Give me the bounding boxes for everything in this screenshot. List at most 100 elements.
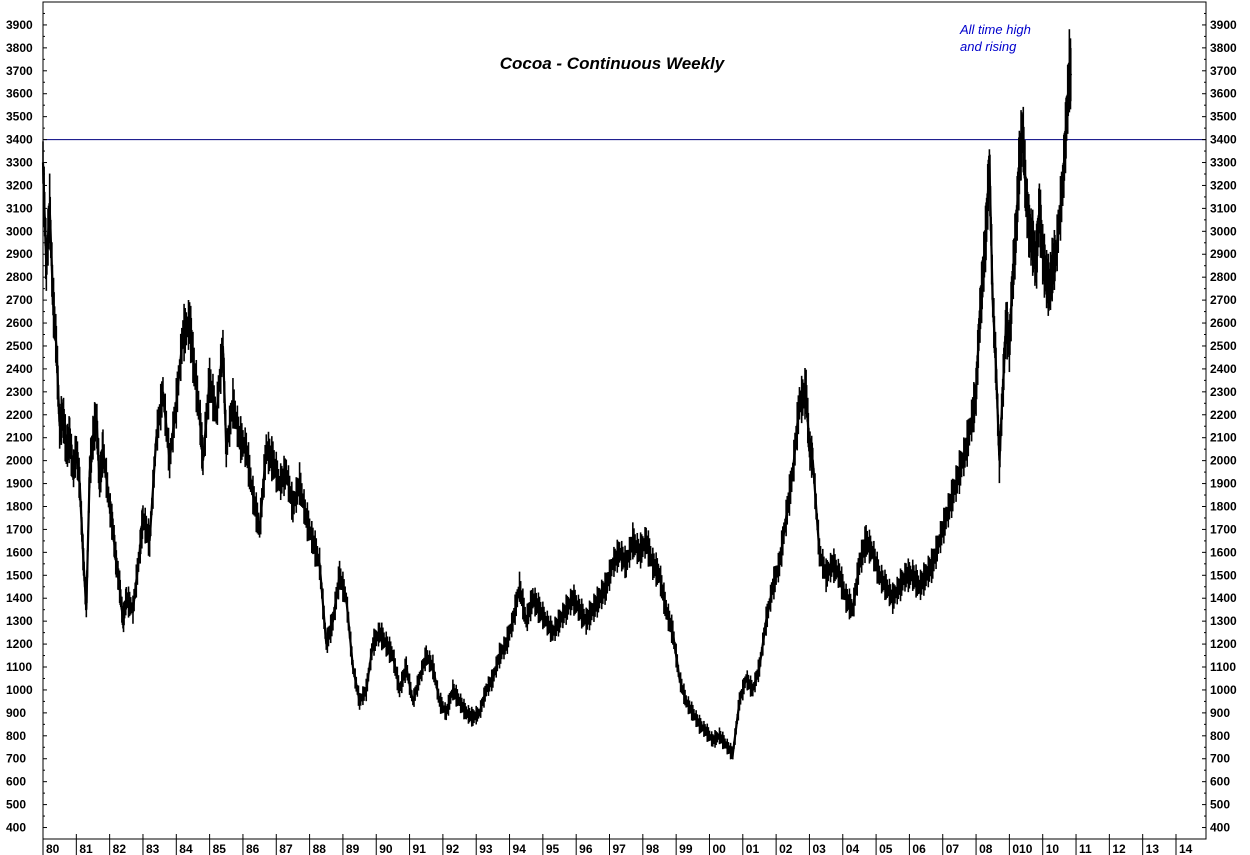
x-tick-label: 89 bbox=[346, 842, 360, 855]
x-tick-label: 08 bbox=[979, 842, 993, 855]
y-axis-right: 400 500 600 700 800 900 1000 1100 1200 1300 1400 15… bbox=[1202, 12, 1237, 835]
x-tick-label: 00 bbox=[712, 842, 726, 855]
x-axis: 80 81 82 83 84 85 86 87 88 89 90 91 92 93 94 95 96 97 98 99… bbox=[42, 834, 1193, 855]
y-tick-label-left: 1900 bbox=[6, 477, 33, 491]
x-tick-label: 04 bbox=[846, 842, 860, 855]
y-tick-label-right: 1600 bbox=[1210, 545, 1237, 559]
y-tick-label-left: 3600 bbox=[6, 87, 33, 101]
y-tick-label-left: 3700 bbox=[6, 64, 33, 78]
x-tick-label: 05 bbox=[879, 842, 893, 855]
y-tick-label-right: 2800 bbox=[1210, 270, 1237, 284]
y-tick-label-left: 2900 bbox=[6, 247, 33, 261]
y-tick-label-left: 3100 bbox=[6, 201, 33, 215]
y-tick-label-right: 2900 bbox=[1210, 247, 1237, 261]
x-tick-label: 13 bbox=[1146, 842, 1160, 855]
y-tick-label-left: 2100 bbox=[6, 431, 33, 445]
y-tick-label-right: 1200 bbox=[1210, 637, 1237, 651]
y-tick-label-left: 1600 bbox=[6, 545, 33, 559]
x-tick-label: 94 bbox=[513, 842, 527, 855]
x-tick-label: 84 bbox=[179, 842, 193, 855]
chart-title: Cocoa - Continuous Weekly bbox=[500, 54, 726, 73]
y-tick-label-right: 1300 bbox=[1210, 614, 1237, 628]
y-tick-label-left: 3400 bbox=[6, 133, 33, 147]
x-tick-label: 93 bbox=[479, 842, 493, 855]
x-tick-label: 96 bbox=[579, 842, 593, 855]
y-tick-label-left: 1100 bbox=[6, 660, 32, 674]
y-tick-label-left: 1000 bbox=[6, 683, 33, 697]
annotation-line-2: and rising bbox=[960, 39, 1017, 54]
y-tick-label-right: 1900 bbox=[1210, 477, 1237, 491]
y-tick-label-right: 3500 bbox=[1210, 110, 1237, 124]
y-tick-label-right: 2700 bbox=[1210, 293, 1237, 307]
y-tick-label-left: 2700 bbox=[6, 293, 33, 307]
y-tick-label-left: 1300 bbox=[6, 614, 33, 628]
x-tick-label: 01 bbox=[746, 842, 760, 855]
y-tick-label-right: 400 bbox=[1210, 821, 1230, 835]
y-tick-label-left: 400 bbox=[6, 821, 26, 835]
x-tick-label: 12 bbox=[1112, 842, 1126, 855]
y-tick-label-right: 3300 bbox=[1210, 156, 1237, 170]
y-tick-label-left: 600 bbox=[6, 775, 26, 789]
y-tick-label-right: 900 bbox=[1210, 706, 1230, 720]
x-tick-label: 95 bbox=[546, 842, 560, 855]
x-tick-label: 90 bbox=[379, 842, 393, 855]
y-tick-label-right: 2300 bbox=[1210, 385, 1237, 399]
y-tick-label-left: 3200 bbox=[6, 178, 33, 192]
y-tick-label-right: 3000 bbox=[1210, 224, 1237, 238]
x-tick-label: 06 bbox=[912, 842, 926, 855]
y-tick-label-left: 2500 bbox=[6, 339, 33, 353]
y-tick-label-right: 3600 bbox=[1210, 87, 1237, 101]
y-tick-label-right: 1400 bbox=[1210, 591, 1237, 605]
y-tick-label-left: 2800 bbox=[6, 270, 33, 284]
x-tick-label: 11 bbox=[1079, 842, 1092, 855]
y-tick-label-left: 1200 bbox=[6, 637, 33, 651]
x-tick-label: 10 bbox=[1046, 842, 1060, 855]
price-series-group bbox=[41, 29, 1073, 760]
y-tick-label-right: 1800 bbox=[1210, 499, 1237, 513]
y-tick-label-left: 3000 bbox=[6, 224, 33, 238]
x-tick-label: 80 bbox=[46, 842, 60, 855]
y-tick-label-right: 2600 bbox=[1210, 316, 1237, 330]
y-tick-label-right: 2200 bbox=[1210, 408, 1237, 422]
y-tick-label-left: 1800 bbox=[6, 499, 33, 513]
y-tick-label-right: 3200 bbox=[1210, 178, 1237, 192]
y-tick-label-right: 2400 bbox=[1210, 362, 1237, 376]
y-tick-label-right: 1000 bbox=[1210, 683, 1237, 697]
x-tick-label: 99 bbox=[679, 842, 693, 855]
x-tick-label: 85 bbox=[213, 842, 227, 855]
y-tick-label-right: 3100 bbox=[1210, 201, 1237, 215]
y-tick-label-left: 2600 bbox=[6, 316, 33, 330]
y-tick-label-right: 500 bbox=[1210, 798, 1230, 812]
annotation-line-1: All time high bbox=[959, 22, 1031, 37]
y-tick-label-left: 3300 bbox=[6, 156, 33, 170]
x-tick-label: 14 bbox=[1179, 842, 1193, 855]
x-tick-label: 91 bbox=[413, 842, 427, 855]
x-tick-label: 03 bbox=[812, 842, 826, 855]
y-tick-label-right: 1700 bbox=[1210, 522, 1237, 536]
y-tick-label-right: 1500 bbox=[1210, 568, 1237, 582]
y-tick-label-right: 2000 bbox=[1210, 454, 1237, 468]
y-tick-label-left: 2400 bbox=[6, 362, 33, 376]
x-tick-label: 07 bbox=[946, 842, 960, 855]
x-tick-label: 010 bbox=[1012, 842, 1032, 855]
y-tick-label-left: 3900 bbox=[6, 18, 33, 32]
x-tick-label: 87 bbox=[279, 842, 293, 855]
x-tick-label: 81 bbox=[79, 842, 93, 855]
x-tick-label: 83 bbox=[146, 842, 160, 855]
x-tick-label: 82 bbox=[113, 842, 127, 855]
x-tick-label: 02 bbox=[779, 842, 793, 855]
y-tick-label-left: 2000 bbox=[6, 454, 33, 468]
y-tick-label-right: 3800 bbox=[1210, 41, 1237, 55]
y-tick-label-right: 3400 bbox=[1210, 133, 1237, 147]
y-tick-label-left: 3800 bbox=[6, 41, 33, 55]
y-tick-label-left: 3500 bbox=[6, 110, 33, 124]
x-tick-label: 88 bbox=[313, 842, 327, 855]
x-tick-label: 86 bbox=[246, 842, 260, 855]
x-tick-label: 92 bbox=[446, 842, 460, 855]
y-tick-label-left: 2200 bbox=[6, 408, 33, 422]
y-tick-label-right: 600 bbox=[1210, 775, 1230, 789]
y-tick-label-left: 500 bbox=[6, 798, 26, 812]
x-tick-label: 98 bbox=[646, 842, 660, 855]
y-tick-label-right: 2500 bbox=[1210, 339, 1237, 353]
